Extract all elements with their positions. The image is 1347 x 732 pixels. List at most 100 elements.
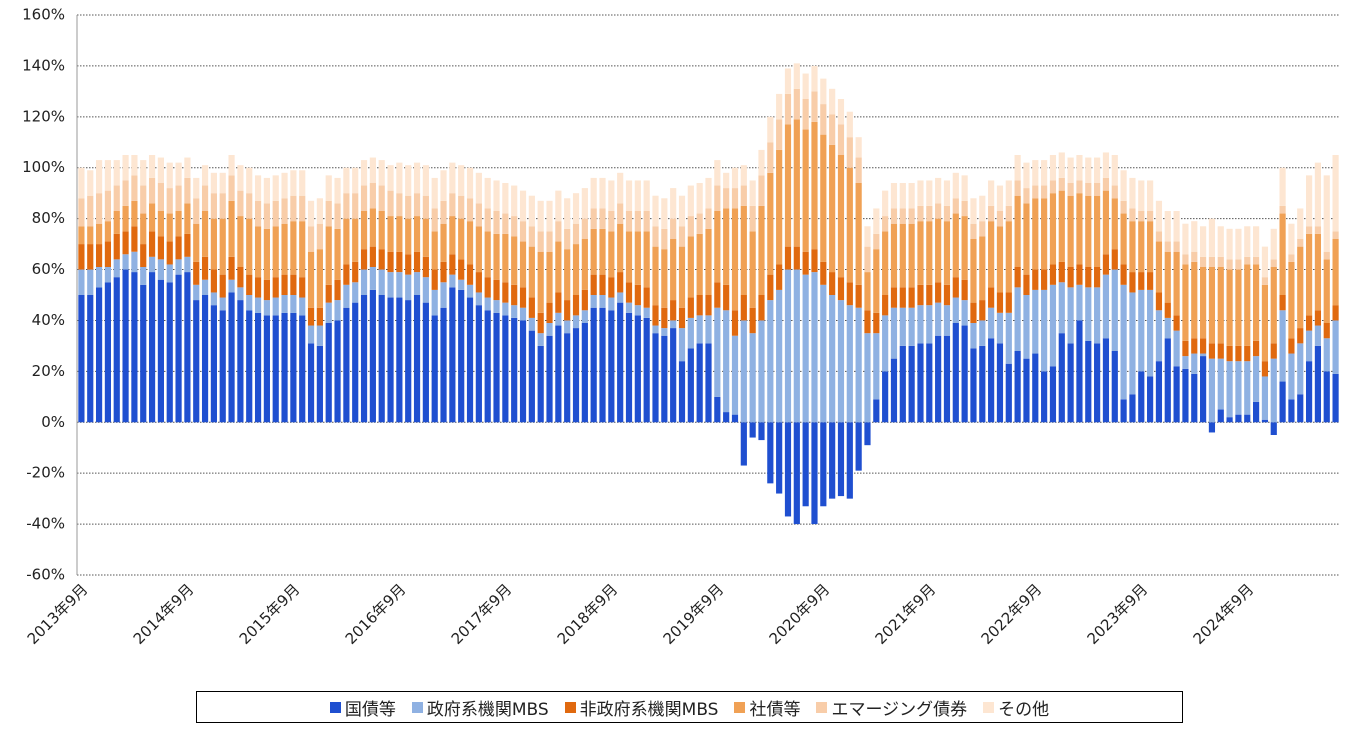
bar-segment [1076,180,1083,194]
bar-segment [246,218,253,275]
bar-segment [104,282,112,423]
bar-segment [979,236,986,301]
bar-segment [1120,170,1127,201]
bar-segment [537,200,544,232]
bar-segment [281,295,288,313]
bar-segment [590,177,597,209]
bar-segment [290,295,297,313]
bar-segment [1041,269,1048,290]
bar-segment [1032,353,1039,423]
bar-segment [979,195,986,222]
bar-segment [352,167,359,194]
bar-segment [935,302,942,336]
bar-segment [396,272,403,298]
bar-segment [1164,241,1171,252]
bar-segment [1253,264,1260,341]
bar-segment [590,228,597,275]
bar-segment [237,287,244,301]
bar-segment [1279,295,1286,311]
legend-item: 非政府系機関MBS [564,695,718,720]
bar-segment [855,422,862,471]
bar-segment [1200,256,1207,267]
bar-segment [458,195,465,219]
bar-segment [979,300,986,321]
bar-segment [166,241,173,265]
bar-segment [1155,200,1163,232]
bar-segment [1155,310,1163,362]
bar-segment [405,165,412,196]
bar-segment [113,259,120,278]
bar-segment [157,157,164,183]
bar-segment [564,320,571,334]
bar-segment [1270,422,1277,435]
bar-segment [431,231,438,270]
bar-segment [396,297,403,423]
bar-segment [343,264,350,285]
bar-segment [1155,231,1163,242]
bar-segment [131,175,138,201]
bar-segment [299,170,306,196]
bar-segment [1200,356,1207,423]
bar-segment [917,343,924,423]
bar-segment [705,343,712,423]
bar-segment [1129,394,1136,423]
bar-segment [1244,226,1251,257]
bar-segment [599,177,606,209]
bar-segment [970,302,977,323]
bar-segment [325,200,332,227]
bar-segment [943,335,951,423]
bar-segment [811,65,818,92]
bar-segment [122,155,129,181]
bar-segment [687,216,694,237]
bar-segment [1314,310,1322,326]
bar-segment [784,269,792,423]
bar-segment [378,211,385,250]
bar-segment [254,200,262,227]
bar-segment [1323,259,1330,323]
bar-segment [608,231,615,278]
bar-segment [528,297,535,318]
bar-segment [1332,155,1339,232]
bar-segment [908,183,915,209]
bar-segment [157,183,164,211]
bar-segment [1094,195,1101,267]
bar-segment [1235,228,1242,260]
bar-segment [696,315,703,344]
bar-segment [793,246,800,270]
bar-segment [678,195,686,227]
bar-segment [1191,353,1198,374]
bar-segment [961,300,968,326]
bar-segment [767,172,774,275]
bar-segment [696,343,703,423]
bar-segment [555,312,562,326]
bar-segment [511,284,518,306]
bar-segment [678,328,686,362]
bar-segment [334,203,341,229]
bar-segment [793,119,800,247]
bar-segment [237,300,244,423]
bar-segment [1208,218,1216,257]
bar-segment [961,325,968,423]
bar-segment [475,203,482,227]
bar-segment [988,307,995,339]
bar-segment [307,226,315,252]
bar-segment [1085,195,1092,267]
bar-segment [113,160,120,186]
bar-segment [475,172,482,204]
bar-segment [466,198,474,222]
bar-segment [555,221,562,242]
bar-segment [696,295,703,316]
y-tick-label: -20% [26,464,65,482]
bar-segment [899,307,906,346]
bar-segment [776,422,783,494]
bar-segment [140,284,147,423]
bar-segment [873,208,880,234]
bar-segment [714,211,721,283]
bar-segment [413,295,421,423]
bar-segment [1173,366,1180,423]
bar-segment [95,287,103,423]
bar-segment [475,292,482,306]
bar-segment [1235,345,1242,362]
bar-segment [846,282,853,306]
bar-segment [422,218,429,257]
